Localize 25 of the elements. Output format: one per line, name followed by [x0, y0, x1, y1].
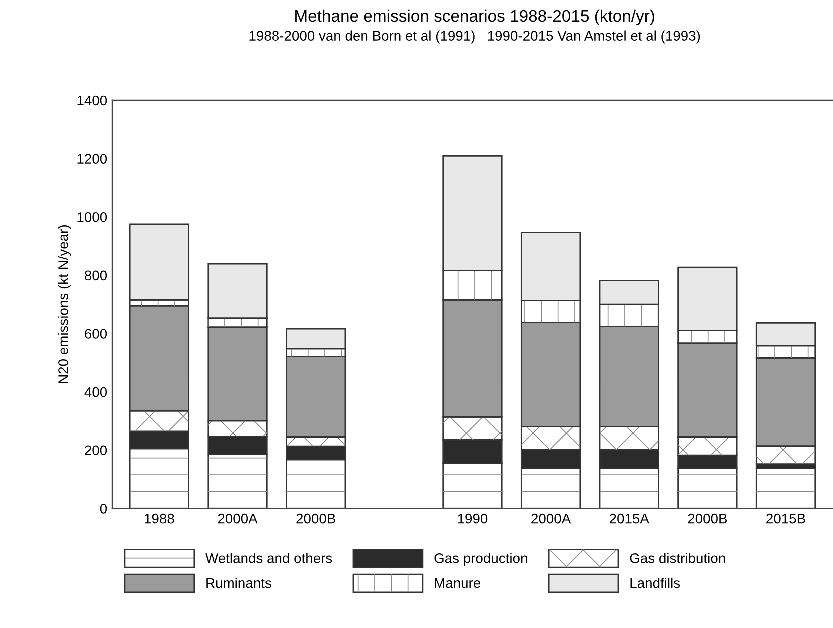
legend-label: Wetlands and others	[206, 553, 332, 564]
x-tick-label: 1988	[145, 514, 174, 524]
y-axis-title: N20 emissions (kt N/year)	[58, 226, 72, 384]
x-tick-label: 2015B	[766, 514, 806, 524]
y-tick-label: 1200	[78, 154, 108, 164]
chart-title: Methane emission scenarios 1988-2015 (kton/yr)	[296, 10, 654, 26]
y-tick-label: 1400	[78, 96, 108, 106]
legend-label: Landfills	[630, 578, 680, 588]
legend-label: Manure	[435, 578, 481, 588]
y-tick-label: 0	[100, 504, 108, 514]
chart-subtitle: 1988-2000 van den Born et al (1991) 1990-2015 Van Amstel et al (1993)	[250, 30, 700, 44]
y-tick-label: 1000	[78, 212, 108, 222]
y-tick-label: 200	[85, 446, 108, 456]
legend-label: Gas distribution	[630, 553, 726, 564]
x-tick-label: 2000A	[532, 514, 572, 524]
x-tick-label: 2000B	[296, 514, 336, 524]
y-tick-label: 800	[85, 270, 108, 281]
legend-label: Ruminants	[206, 578, 272, 588]
x-tick-label: 1990	[458, 514, 488, 524]
x-tick-label: 2000A	[218, 514, 258, 524]
y-tick-label: 400	[84, 387, 108, 398]
legend-label: Gas production	[434, 553, 528, 566]
y-tick-label: 600	[85, 329, 108, 339]
x-tick-label: 2000B	[688, 514, 728, 524]
x-tick-label: 2015A	[610, 514, 650, 524]
